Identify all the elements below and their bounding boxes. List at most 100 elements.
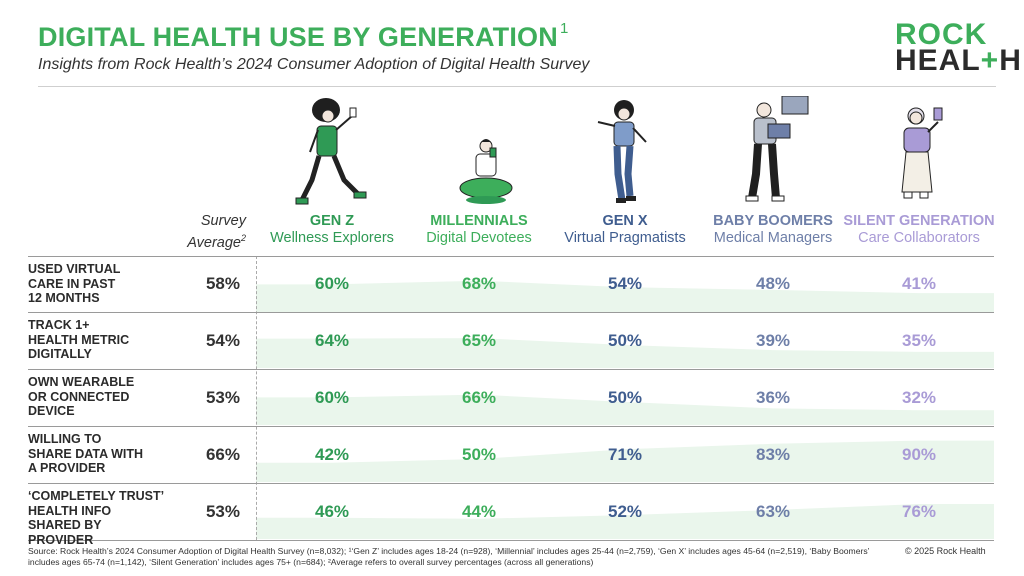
silent-generation-header: SILENT GENERATION Care Collaborators (834, 213, 1004, 246)
row-label-line: ‘COMPLETELY TRUST’ (28, 489, 165, 503)
gen-x-header: GEN X Virtual Pragmatists (540, 213, 710, 246)
row-label-line: OWN WEARABLE (28, 375, 135, 389)
logo-heal: HEAL (895, 44, 981, 77)
gen-z-figure-icon (295, 98, 367, 205)
baby-boomers-header: BABY BOOMERS Medical Managers (688, 213, 858, 246)
row-label-line: CARE IN PAST (28, 276, 116, 291)
gen-z-value: 46% (314, 502, 350, 521)
logo-plus: + (980, 44, 1000, 77)
silent-generation-value: 35% (901, 331, 937, 350)
page-title: DIGITAL HEALTH USE BY GENERATION 1 (38, 20, 569, 53)
millennials-value: 66% (461, 388, 497, 407)
trend-band-row-1 (256, 280, 994, 312)
millennials-header: MILLENNIALS Digital Devotees (394, 213, 564, 246)
source-footnote: Source: Rock Health’s 2024 Consumer Adop… (28, 546, 870, 567)
survey-average-header: Survey Average2 (170, 213, 246, 252)
row-label-line: DIGITALLY (28, 347, 92, 361)
logo-line-2: HEAL+H (895, 46, 1021, 76)
survey-average-label-line1: Survey (200, 213, 246, 229)
gen-x-name: GEN X (602, 213, 648, 229)
gen-x-value: 54% (607, 274, 643, 293)
silent-generation-value: 90% (901, 445, 937, 464)
row-label-line: USED VIRTUAL (28, 262, 121, 276)
gen-z-value: 64% (314, 331, 350, 350)
row-label-line: A PROVIDER (28, 461, 106, 475)
survey-average-label-line2: Average2 (170, 230, 246, 252)
survey-average-label-text: Average (187, 234, 241, 251)
survey-average-value: 58% (205, 274, 240, 293)
survey-average-value: 66% (205, 445, 240, 464)
baby-boomers-subtitle: Medical Managers (713, 230, 833, 246)
row-divider (28, 256, 994, 257)
baby-boomers-value: 83% (755, 445, 791, 464)
row-label-virtual-care: USED VIRTUAL CARE IN PAST 12 MONTHS (28, 262, 168, 306)
row-label-line: 12 MONTHS (28, 291, 100, 305)
millennials-name: MILLENNIALS (430, 213, 528, 229)
gen-x-value: 50% (607, 331, 643, 350)
gen-z-header: GEN Z Wellness Explorers (247, 213, 417, 246)
row-divider (28, 483, 994, 484)
baby-boomers-value: 39% (755, 331, 791, 350)
gen-x-value: 52% (607, 502, 643, 521)
row-label-line: SHARED BY PROVIDER (28, 518, 102, 547)
row-divider (28, 312, 994, 313)
row-label-line: SHARE DATA WITH (28, 446, 144, 461)
gen-z-value: 42% (314, 445, 350, 464)
logo-h: H (999, 44, 1022, 77)
silent-generation-figure-icon (901, 107, 943, 199)
gen-z-subtitle: Wellness Explorers (270, 230, 394, 246)
millennials-subtitle: Digital Devotees (426, 230, 532, 246)
row-label-line: HEALTH INFO (28, 503, 112, 518)
survey-average-value: 54% (205, 331, 240, 350)
row-label-line: DEVICE (28, 404, 75, 418)
millennials-value: 68% (461, 274, 497, 293)
baby-boomers-value: 36% (755, 388, 791, 407)
rock-health-logo: ROCK HEAL+H (895, 18, 1021, 76)
gen-z-value: 60% (314, 388, 350, 407)
copyright: © 2025 Rock Health (905, 546, 986, 556)
millennials-value: 44% (461, 502, 497, 521)
silent-generation-subtitle: Care Collaborators (858, 230, 980, 246)
gen-z-name: GEN Z (309, 213, 355, 229)
row-divider (28, 369, 994, 370)
millennials-figure-icon (459, 139, 513, 204)
row-label-share-data: WILLING TO SHARE DATA WITH A PROVIDER (28, 432, 168, 476)
baby-boomers-value: 48% (755, 274, 791, 293)
title-footnote-marker: 1 (559, 20, 569, 37)
silent-generation-value: 41% (901, 274, 937, 293)
gen-x-value: 71% (607, 445, 643, 464)
gen-z-value: 60% (314, 274, 350, 293)
baby-boomers-figure-icon (745, 96, 809, 202)
survey-average-footnote-marker: 2 (240, 233, 246, 243)
row-label-line: WILLING TO (28, 432, 102, 446)
trend-band-row-2 (256, 338, 994, 368)
page-subtitle: Insights from Rock Health’s 2024 Consume… (38, 56, 590, 73)
logo-line-1: ROCK (895, 18, 988, 51)
page-title-text: DIGITAL HEALTH USE BY GENERATION (38, 22, 558, 52)
trend-band-row-4 (256, 440, 994, 482)
silent-generation-value: 32% (901, 388, 937, 407)
gen-x-figure-icon (597, 100, 647, 203)
row-divider (28, 540, 994, 541)
survey-average-value: 53% (205, 388, 240, 407)
row-label-track-metric: TRACK 1+ HEALTH METRIC DIGITALLY (28, 318, 168, 362)
trend-band-row-3 (256, 394, 994, 425)
silent-generation-name: SILENT GENERATION (843, 213, 995, 229)
millennials-value: 65% (461, 331, 497, 350)
gen-x-value: 50% (607, 388, 643, 407)
survey-average-value: 53% (205, 502, 240, 521)
baby-boomers-name: BABY BOOMERS (713, 213, 833, 229)
millennials-value: 50% (461, 445, 497, 464)
gen-x-subtitle: Virtual Pragmatists (564, 230, 686, 246)
header-divider (38, 86, 996, 87)
row-divider (28, 426, 994, 427)
baby-boomers-value: 63% (755, 502, 791, 521)
row-label-line: HEALTH METRIC (28, 332, 130, 347)
average-divider (256, 256, 257, 540)
silent-generation-value: 76% (901, 502, 937, 521)
row-label-trust-provider: ‘COMPLETELY TRUST’ HEALTH INFO SHARED BY… (28, 489, 168, 547)
row-label-line: TRACK 1+ (28, 318, 90, 332)
row-label-own-wearable: OWN WEARABLE OR CONNECTED DEVICE (28, 375, 168, 419)
row-label-line: OR CONNECTED (28, 389, 130, 404)
